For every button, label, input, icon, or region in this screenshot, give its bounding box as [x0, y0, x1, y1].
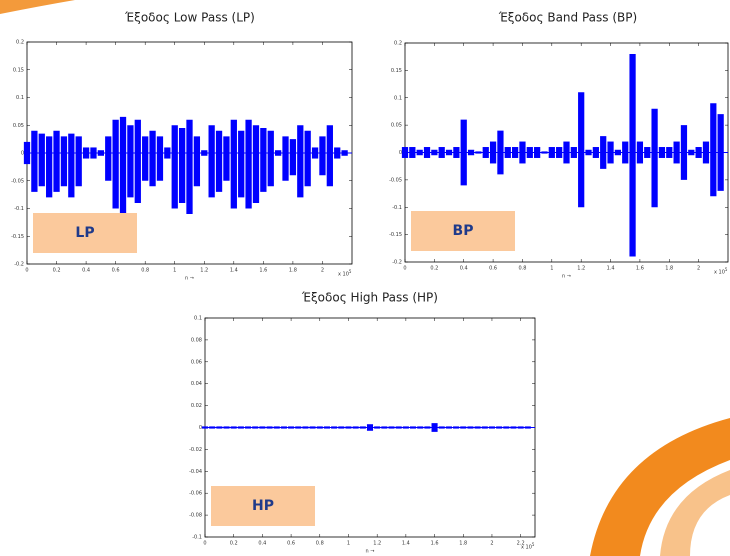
x-tick-label: 0	[403, 266, 406, 272]
decor-swoosh	[590, 418, 730, 556]
x-multiplier: x 105	[338, 269, 352, 278]
annotation-box	[411, 211, 515, 251]
x-multiplier: x 105	[521, 542, 535, 551]
annotation: HP	[252, 498, 274, 514]
y-tick-label: 0.05	[13, 123, 24, 129]
y-tick-label: -0.05	[11, 178, 24, 184]
x-axis-label: n →	[562, 274, 571, 280]
x-tick-label: 0.6	[489, 266, 497, 272]
annotation: BP	[453, 223, 474, 239]
y-tick-label: 0.08	[191, 337, 202, 343]
y-tick-label: -0.1	[192, 535, 202, 541]
annotation-box	[211, 486, 315, 526]
x-tick-label: 1.8	[289, 268, 297, 274]
y-tick-label: -0.2	[14, 262, 24, 268]
y-tick-label: -0.15	[389, 232, 402, 238]
x-tick-label: 0.4	[258, 541, 266, 547]
y-tick-label: 0.1	[16, 95, 24, 101]
x-tick-label: 1.4	[230, 268, 238, 274]
y-tick-label: 0.04	[191, 381, 202, 387]
x-tick-label: 0.2	[53, 268, 61, 274]
x-tick-label: 2	[321, 268, 324, 274]
x-tick-label: 1.4	[402, 541, 410, 547]
x-tick-label: 0.4	[82, 268, 90, 274]
decor-swoosh	[0, 0, 75, 14]
y-tick-label: -0.1	[14, 206, 24, 212]
y-tick-label: 0.15	[13, 67, 24, 73]
x-tick-label: 0.2	[230, 541, 238, 547]
x-tick-label: 1.6	[431, 541, 439, 547]
y-tick-label: 0	[399, 150, 402, 156]
x-tick-label: 0.8	[316, 541, 324, 547]
x-tick-label: 1.2	[200, 268, 208, 274]
y-tick-label: -0.05	[389, 177, 402, 183]
y-tick-label: 0.15	[391, 68, 402, 74]
y-tick-label: -0.02	[189, 447, 202, 453]
x-tick-label: 0	[203, 541, 206, 547]
y-tick-label: 0.1	[394, 95, 402, 101]
x-tick-label: 1.4	[607, 266, 615, 272]
x-tick-label: 2	[490, 541, 493, 547]
y-tick-label: 0	[21, 151, 24, 157]
x-tick-label: 1.8	[665, 266, 673, 272]
x-tick-label: 0.6	[287, 541, 295, 547]
x-tick-label: 1.6	[259, 268, 267, 274]
x-tick-label: 0.8	[141, 268, 149, 274]
x-axis-label: n →	[185, 276, 194, 282]
chart-title: Έξοδος Band Pass (BP)	[498, 11, 637, 25]
x-tick-label: 1.2	[577, 266, 585, 272]
chart-title: Έξοδος High Pass (HP)	[301, 291, 438, 305]
y-tick-label: 0.02	[191, 403, 202, 409]
x-multiplier-exponent: 5	[725, 267, 728, 272]
y-tick-label: 0.06	[191, 359, 202, 365]
y-tick-label: 0.1	[194, 316, 202, 322]
x-tick-label: 1	[550, 266, 553, 272]
chart-title: Έξοδος Low Pass (LP)	[124, 11, 255, 25]
x-tick-label: 0	[25, 268, 28, 274]
y-tick-label: -0.06	[189, 491, 202, 497]
x-axis-label: n →	[366, 549, 375, 555]
annotation-box	[33, 213, 137, 253]
y-tick-label: 0.2	[394, 41, 402, 47]
y-tick-label: -0.04	[189, 469, 202, 475]
x-multiplier-exponent: 5	[349, 269, 352, 274]
x-tick-label: 1.6	[636, 266, 644, 272]
x-tick-label: 2.2	[517, 541, 525, 547]
x-multiplier: x 105	[714, 267, 728, 276]
x-multiplier-exponent: 5	[532, 542, 535, 547]
annotation: LP	[75, 225, 94, 241]
y-tick-label: -0.08	[189, 513, 202, 519]
y-tick-label: 0	[199, 425, 202, 431]
y-tick-label: -0.15	[11, 234, 24, 240]
x-tick-label: 1	[347, 541, 350, 547]
x-tick-label: 0.6	[112, 268, 120, 274]
x-tick-label: 0.2	[430, 266, 438, 272]
x-tick-label: 1	[173, 268, 176, 274]
y-tick-label: 0.05	[391, 123, 402, 129]
x-tick-label: 2	[697, 266, 700, 272]
x-tick-label: 1.8	[459, 541, 467, 547]
x-tick-label: 0.4	[460, 266, 468, 272]
x-tick-label: 0.8	[518, 266, 526, 272]
y-tick-label: -0.2	[392, 260, 402, 266]
decor-swoosh	[660, 470, 730, 556]
y-tick-label: -0.1	[392, 205, 402, 211]
x-tick-label: 1.2	[373, 541, 381, 547]
y-tick-label: 0.2	[16, 40, 24, 46]
